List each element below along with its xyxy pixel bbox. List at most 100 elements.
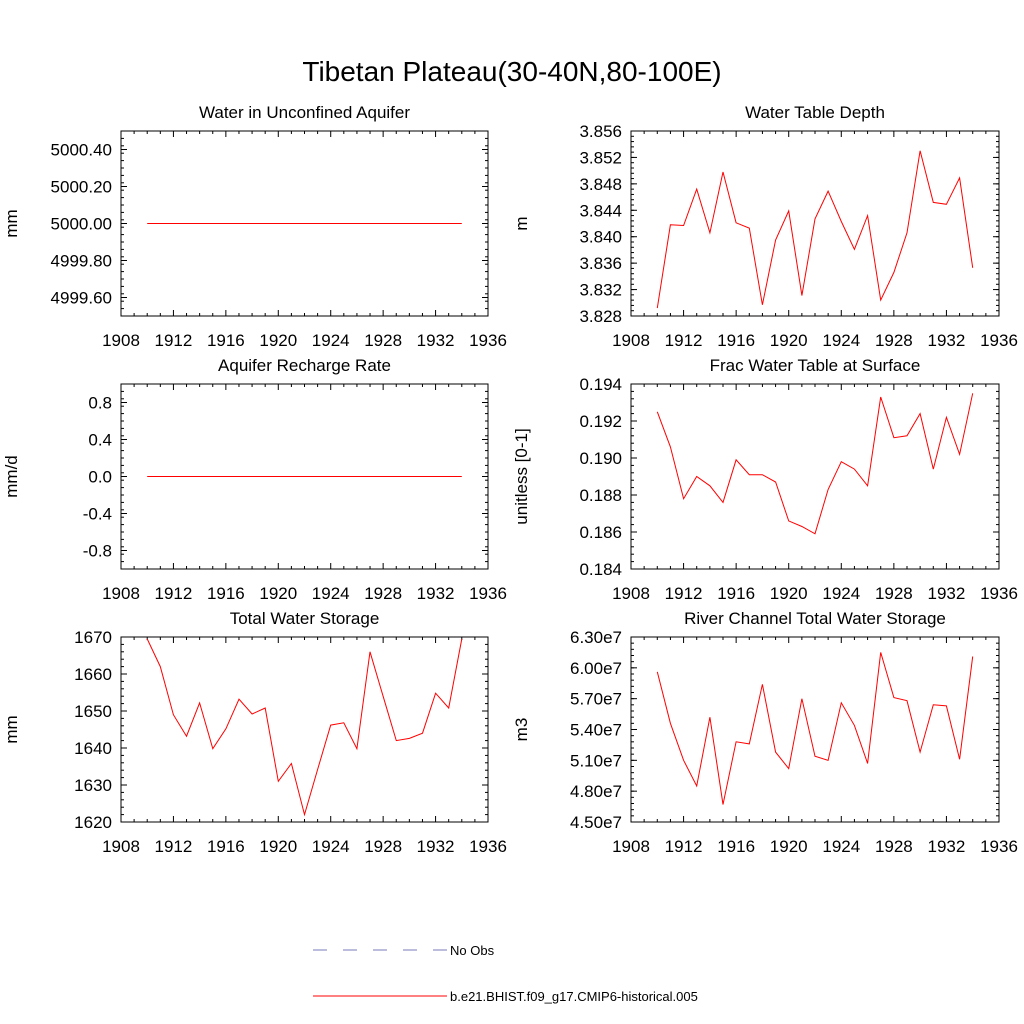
y-tick-label: 1650 — [74, 702, 112, 721]
legend-label-model: b.e21.BHIST.f09_g17.CMIP6-historical.005 — [450, 989, 698, 1004]
x-tick-label: 1916 — [717, 584, 755, 603]
y-tick-label: 3.840 — [579, 228, 622, 247]
y-tick-label: 5000.40 — [51, 141, 112, 160]
panel-title: Frac Water Table at Surface — [710, 356, 921, 375]
y-axis-label: unitless [0-1] — [512, 428, 531, 524]
y-tick-label: -0.8 — [83, 542, 112, 561]
x-tick-label: 1928 — [364, 584, 402, 603]
y-tick-label: 5.10e7 — [570, 751, 622, 770]
y-tick-label: -0.4 — [83, 505, 112, 524]
x-tick-label: 1932 — [928, 584, 966, 603]
x-tick-label: 1924 — [312, 331, 350, 350]
y-tick-label: 1640 — [74, 739, 112, 758]
x-tick-label: 1916 — [207, 331, 245, 350]
x-tick-label: 1924 — [312, 584, 350, 603]
x-tick-label: 1928 — [875, 331, 913, 350]
x-tick-label: 1924 — [822, 837, 860, 856]
chart-panel-4: Frac Water Table at Surface unitless [0-1… — [512, 356, 1018, 603]
y-tick-label: 5.40e7 — [570, 721, 622, 740]
panel-title: Water in Unconfined Aquifer — [199, 103, 410, 122]
x-tick-label: 1932 — [417, 837, 455, 856]
x-tick-label: 1912 — [155, 837, 193, 856]
y-tick-label: 4.80e7 — [570, 782, 622, 801]
x-tick-label: 1924 — [822, 331, 860, 350]
y-axis-label: m — [512, 216, 531, 230]
x-tick-label: 1928 — [364, 837, 402, 856]
x-tick-label: 1928 — [364, 331, 402, 350]
y-tick-label: 4.50e7 — [570, 813, 622, 832]
series-line — [656, 393, 974, 535]
x-tick-label: 1912 — [155, 331, 193, 350]
x-tick-label: 1936 — [469, 837, 507, 856]
y-tick-label: 0.188 — [579, 486, 622, 505]
x-tick-label: 1908 — [612, 331, 650, 350]
y-tick-label: 3.848 — [579, 175, 622, 194]
y-tick-label: 0.8 — [88, 394, 112, 413]
x-tick-label: 1920 — [259, 331, 297, 350]
x-tick-label: 1920 — [259, 837, 297, 856]
y-tick-label: 3.856 — [579, 122, 622, 141]
x-tick-label: 1908 — [102, 584, 140, 603]
x-tick-label: 1916 — [207, 584, 245, 603]
x-tick-label: 1936 — [469, 331, 507, 350]
y-tick-label: 3.844 — [579, 201, 622, 220]
y-tick-label: 5000.00 — [51, 215, 112, 234]
y-tick-label: 1620 — [74, 813, 112, 832]
x-tick-label: 1912 — [665, 837, 703, 856]
y-tick-label: 0.194 — [579, 375, 622, 394]
x-tick-label: 1932 — [417, 331, 455, 350]
x-tick-label: 1928 — [875, 584, 913, 603]
x-tick-label: 1916 — [717, 837, 755, 856]
x-tick-label: 1912 — [665, 584, 703, 603]
y-tick-label: 0.184 — [579, 560, 622, 579]
x-tick-label: 1912 — [665, 331, 703, 350]
y-tick-label: 1670 — [74, 628, 112, 647]
x-tick-label: 1920 — [770, 584, 808, 603]
y-tick-label: 3.828 — [579, 307, 622, 326]
chart-panel-2: Water Table Depth m 1908 1912 1916 1920 1924 19… — [512, 103, 1018, 350]
y-axis-label: m3 — [512, 718, 531, 742]
y-tick-label: 1660 — [74, 665, 112, 684]
y-tick-label: 0.186 — [579, 523, 622, 542]
series-line — [656, 652, 974, 805]
y-tick-label: 4999.80 — [51, 252, 112, 271]
panel-title: Total Water Storage — [230, 609, 380, 628]
x-tick-label: 1932 — [928, 837, 966, 856]
x-tick-label: 1908 — [102, 837, 140, 856]
x-tick-label: 1916 — [717, 331, 755, 350]
y-tick-label: 0.192 — [579, 412, 622, 431]
y-tick-label: 3.852 — [579, 148, 622, 167]
x-tick-label: 1924 — [312, 837, 350, 856]
chart-panel-5: Total Water Storage mm 1908 1912 1916 1920 192… — [2, 609, 507, 856]
legend-label-no-obs: No Obs — [450, 943, 495, 958]
y-tick-label: 5.70e7 — [570, 690, 622, 709]
x-tick-label: 1936 — [980, 584, 1018, 603]
x-tick-label: 1936 — [469, 584, 507, 603]
x-tick-label: 1916 — [207, 837, 245, 856]
panel-title: River Channel Total Water Storage — [684, 609, 946, 628]
y-tick-label: 1630 — [74, 776, 112, 795]
y-tick-label: 4999.60 — [51, 289, 112, 308]
y-tick-label: 0.0 — [88, 468, 112, 487]
x-tick-label: 1920 — [259, 584, 297, 603]
figure-title: Tibetan Plateau(30-40N,80-100E) — [302, 56, 721, 87]
x-tick-label: 1920 — [770, 837, 808, 856]
x-tick-label: 1920 — [770, 331, 808, 350]
x-tick-label: 1924 — [822, 584, 860, 603]
y-axis-label: mm/d — [2, 455, 21, 498]
y-tick-label: 3.832 — [579, 281, 622, 300]
y-tick-label: 6.30e7 — [570, 628, 622, 647]
x-tick-label: 1932 — [928, 331, 966, 350]
chart-panel-3: Aquifer Recharge Rate mm/d 1908 1912 1916 192… — [2, 356, 507, 603]
x-tick-label: 1908 — [612, 837, 650, 856]
series-line — [146, 638, 463, 817]
chart-panel-6: River Channel Total Water Storage m3 1908 1… — [512, 609, 1018, 856]
x-tick-label: 1912 — [155, 584, 193, 603]
x-tick-label: 1936 — [980, 837, 1018, 856]
x-tick-label: 1932 — [417, 584, 455, 603]
y-tick-label: 6.00e7 — [570, 659, 622, 678]
legend: No Obs b.e21.BHIST.f09_g17.CMIP6-histori… — [313, 943, 698, 1004]
x-tick-label: 1908 — [102, 331, 140, 350]
